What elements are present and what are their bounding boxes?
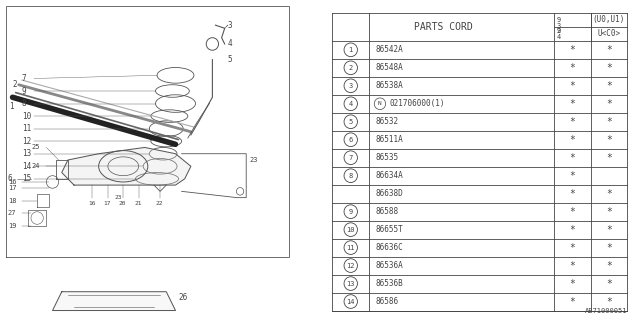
Text: 8: 8	[22, 99, 26, 108]
Polygon shape	[61, 148, 191, 185]
Text: *: *	[569, 117, 575, 127]
Text: 86542A: 86542A	[375, 45, 403, 54]
Text: 86511A: 86511A	[375, 135, 403, 144]
Text: 25: 25	[31, 144, 40, 150]
Text: 1: 1	[349, 47, 353, 53]
Text: 021706000(1): 021706000(1)	[389, 99, 445, 108]
Text: 21: 21	[134, 201, 141, 206]
Text: 10: 10	[346, 227, 355, 233]
Text: 23: 23	[114, 195, 122, 200]
Text: 86655T: 86655T	[375, 225, 403, 234]
Text: *: *	[569, 189, 575, 199]
Text: 86548A: 86548A	[375, 63, 403, 72]
Text: 23: 23	[250, 157, 258, 163]
Text: 86532: 86532	[375, 117, 399, 126]
Text: (U0,U1): (U0,U1)	[593, 15, 625, 24]
Text: 22: 22	[156, 201, 163, 206]
Text: 13: 13	[346, 281, 355, 286]
Text: *: *	[569, 225, 575, 235]
Text: 86535: 86535	[375, 153, 399, 162]
Text: *: *	[606, 243, 612, 252]
Text: 12: 12	[22, 137, 31, 146]
Text: 27: 27	[8, 210, 17, 216]
Text: *: *	[606, 99, 612, 109]
Text: 9
3
2: 9 3 2	[557, 17, 561, 34]
Text: 86536A: 86536A	[375, 261, 403, 270]
Text: *: *	[569, 153, 575, 163]
Text: *: *	[569, 297, 575, 307]
Text: *: *	[606, 153, 612, 163]
Text: *: *	[606, 63, 612, 73]
Text: *: *	[569, 278, 575, 289]
Text: 7: 7	[22, 74, 26, 83]
Text: *: *	[569, 99, 575, 109]
Text: *: *	[606, 117, 612, 127]
Text: 2: 2	[13, 80, 17, 89]
Text: 16: 16	[88, 201, 95, 206]
Text: *: *	[606, 135, 612, 145]
Text: 11: 11	[22, 124, 31, 133]
Text: *: *	[606, 81, 612, 91]
Text: 4: 4	[349, 101, 353, 107]
Text: U<C0>: U<C0>	[598, 29, 621, 38]
Text: 5: 5	[228, 55, 232, 64]
Text: 86536B: 86536B	[375, 279, 403, 288]
Text: 86638D: 86638D	[375, 189, 403, 198]
Text: 86588: 86588	[375, 207, 399, 216]
Text: AB71000051: AB71000051	[585, 308, 627, 314]
Text: *: *	[606, 45, 612, 55]
Text: 6: 6	[8, 174, 13, 183]
Text: *: *	[569, 171, 575, 181]
Text: 2: 2	[349, 65, 353, 71]
Text: 14: 14	[22, 162, 31, 171]
Text: 17: 17	[103, 201, 111, 206]
Text: *: *	[569, 207, 575, 217]
Text: 20: 20	[118, 201, 126, 206]
Text: 5: 5	[349, 119, 353, 125]
Text: *: *	[569, 63, 575, 73]
Text: 7: 7	[349, 155, 353, 161]
Text: *: *	[606, 207, 612, 217]
Text: 13: 13	[22, 149, 31, 158]
Text: *: *	[569, 45, 575, 55]
Text: 14: 14	[346, 299, 355, 305]
Text: 9: 9	[349, 209, 353, 215]
Polygon shape	[52, 292, 175, 310]
Text: 86634A: 86634A	[375, 171, 403, 180]
Text: *: *	[569, 135, 575, 145]
Text: 15: 15	[22, 174, 31, 183]
Text: 8: 8	[349, 173, 353, 179]
Text: 4: 4	[228, 39, 232, 48]
Text: 11: 11	[346, 244, 355, 251]
Text: *: *	[569, 260, 575, 271]
Text: 86586: 86586	[375, 297, 399, 306]
Text: 24: 24	[31, 163, 40, 169]
Text: 6: 6	[349, 137, 353, 143]
Text: *: *	[606, 225, 612, 235]
Text: 10: 10	[22, 112, 31, 121]
Text: 19: 19	[8, 223, 17, 229]
Text: 86636C: 86636C	[375, 243, 403, 252]
Text: *: *	[606, 260, 612, 271]
Text: *: *	[569, 81, 575, 91]
Text: 3: 3	[349, 83, 353, 89]
Text: N: N	[378, 101, 382, 106]
Text: 12: 12	[346, 263, 355, 268]
Text: 26: 26	[179, 293, 188, 302]
Text: 1: 1	[10, 102, 14, 111]
Text: *: *	[606, 297, 612, 307]
Text: *: *	[569, 243, 575, 252]
Text: 86538A: 86538A	[375, 81, 403, 90]
Text: 9: 9	[22, 86, 26, 95]
Text: *: *	[606, 278, 612, 289]
Text: 16: 16	[8, 179, 17, 185]
Text: 17: 17	[8, 185, 17, 191]
Text: 3: 3	[228, 21, 232, 30]
Text: 18: 18	[8, 198, 17, 204]
Text: 9
4: 9 4	[557, 28, 561, 40]
Text: *: *	[606, 189, 612, 199]
Text: PARTS CORD: PARTS CORD	[413, 22, 472, 32]
